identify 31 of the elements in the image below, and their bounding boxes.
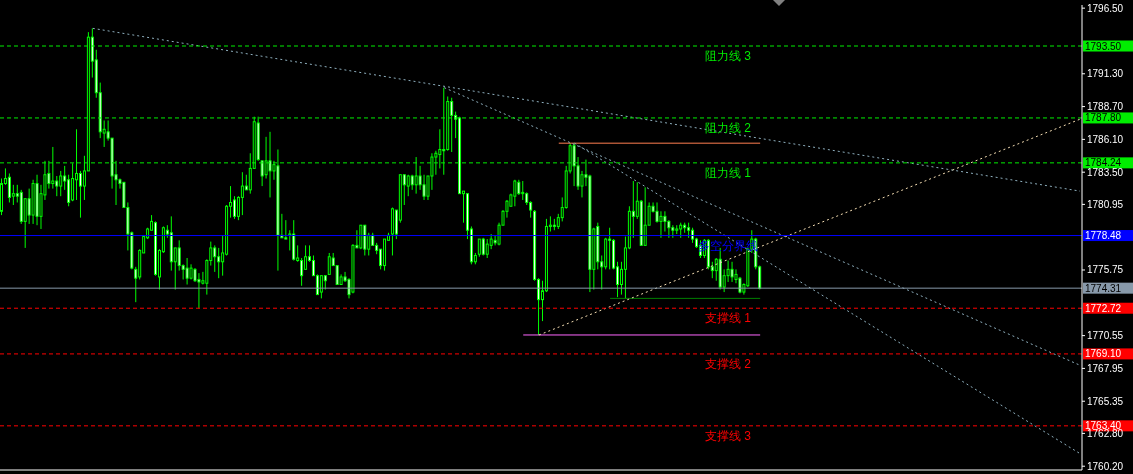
price-tag: 1784.24 <box>1083 157 1133 169</box>
y-tick-label: 1793.50 <box>1085 40 1122 52</box>
ref-line-label: 阻力线 2 <box>704 120 752 135</box>
y-tick-label: 1769.10 <box>1085 348 1122 360</box>
ref-line-label: 支撑线 1 <box>704 311 752 326</box>
y-tick-label: 1760.20 <box>1087 460 1124 472</box>
y-tick-label: 1786.10 <box>1087 133 1124 145</box>
ref-line-label: 阻力线 3 <box>704 49 752 64</box>
y-tick-label: 1778.48 <box>1085 230 1122 242</box>
price-tag: 1772.72 <box>1083 302 1133 314</box>
price-tag: 1769.10 <box>1083 348 1133 360</box>
ref-line-label: 支撑线 2 <box>704 356 752 371</box>
y-tick-label: 1796.50 <box>1087 2 1124 14</box>
y-tick-label: 1767.95 <box>1087 362 1124 374</box>
y-tick-label: 1788.70 <box>1087 101 1124 113</box>
y-tick-label: 1770.55 <box>1087 330 1124 342</box>
ref-line-label: 阻力线 1 <box>704 165 752 180</box>
price-tag: 1793.50 <box>1083 40 1133 52</box>
y-tick-label: 1774.31 <box>1085 282 1122 294</box>
price-tag: 1787.80 <box>1083 112 1133 124</box>
y-tick-label: 1791.30 <box>1087 68 1124 80</box>
ref-line-label: 支撑线 3 <box>704 428 752 443</box>
price-tag: 1778.48 <box>1083 230 1133 242</box>
y-tick-label: 1772.72 <box>1085 302 1122 314</box>
y-tick-label: 1775.75 <box>1087 264 1124 276</box>
y-tick-label: 1787.80 <box>1085 112 1122 124</box>
y-tick-label: 1780.95 <box>1087 198 1124 210</box>
y-tick-label: 1765.35 <box>1087 395 1124 407</box>
y-tick-label: 1783.50 <box>1087 166 1124 178</box>
y-tick-label: 1784.24 <box>1085 157 1122 169</box>
price-tag: 1774.31 <box>1083 282 1133 294</box>
